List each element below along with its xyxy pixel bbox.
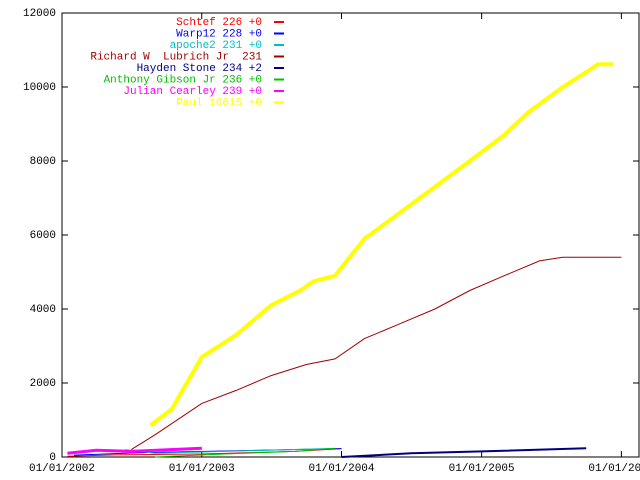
- series-line: [341, 447, 587, 458]
- y-tick-label: 8000: [30, 156, 56, 168]
- legend-label: Paul 10615 +0: [176, 97, 262, 109]
- x-tick-label: 01/01/2006: [588, 463, 640, 475]
- y-tick-label: 4000: [30, 304, 56, 316]
- x-tick-label: 01/01/2004: [308, 463, 374, 475]
- series-line: [131, 256, 622, 451]
- series-line: [150, 64, 624, 425]
- legend-label: Julian Cearley 239 +0: [123, 86, 262, 98]
- y-tick-label: 12000: [23, 8, 56, 20]
- y-tick-label: 10000: [23, 82, 56, 94]
- series-line: [154, 447, 336, 458]
- x-tick-label: 01/01/2005: [449, 463, 515, 475]
- x-tick-label: 01/01/2002: [29, 463, 95, 475]
- legend-label: Anthony Gibson Jr 236 +0: [104, 74, 262, 86]
- x-tick-label: 01/01/2003: [169, 463, 235, 475]
- series-line: [67, 446, 202, 455]
- y-tick-label: 0: [49, 452, 56, 464]
- legend-label: Warp12 228 +0: [176, 28, 262, 40]
- y-tick-label: 6000: [30, 230, 56, 242]
- legend-label: Schtef 226 +0: [176, 17, 262, 29]
- y-tick-label: 2000: [30, 378, 56, 390]
- legend-label: Richard W Lubrich Jr 231: [90, 51, 262, 63]
- legend-label: Hayden Stone 234 +2: [137, 63, 262, 75]
- legend-label: apoche2 231 +0: [170, 40, 262, 52]
